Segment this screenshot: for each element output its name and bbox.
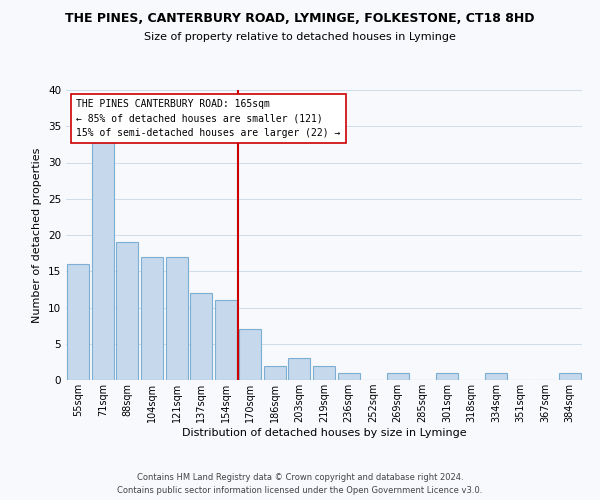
Bar <box>215 300 237 380</box>
Bar <box>92 141 114 380</box>
Bar <box>386 373 409 380</box>
Bar <box>338 373 359 380</box>
Bar <box>67 264 89 380</box>
Bar <box>141 257 163 380</box>
Bar <box>559 373 581 380</box>
Text: THE PINES, CANTERBURY ROAD, LYMINGE, FOLKESTONE, CT18 8HD: THE PINES, CANTERBURY ROAD, LYMINGE, FOL… <box>65 12 535 26</box>
Bar <box>289 358 310 380</box>
Bar <box>239 329 262 380</box>
Bar <box>264 366 286 380</box>
Bar <box>313 366 335 380</box>
Bar <box>436 373 458 380</box>
Text: THE PINES CANTERBURY ROAD: 165sqm
← 85% of detached houses are smaller (121)
15%: THE PINES CANTERBURY ROAD: 165sqm ← 85% … <box>76 98 341 138</box>
X-axis label: Distribution of detached houses by size in Lyminge: Distribution of detached houses by size … <box>182 428 466 438</box>
Bar <box>190 293 212 380</box>
Bar <box>166 257 188 380</box>
Text: Contains HM Land Registry data © Crown copyright and database right 2024.
Contai: Contains HM Land Registry data © Crown c… <box>118 474 482 495</box>
Bar <box>116 242 139 380</box>
Y-axis label: Number of detached properties: Number of detached properties <box>32 148 43 322</box>
Bar <box>485 373 507 380</box>
Text: Size of property relative to detached houses in Lyminge: Size of property relative to detached ho… <box>144 32 456 42</box>
